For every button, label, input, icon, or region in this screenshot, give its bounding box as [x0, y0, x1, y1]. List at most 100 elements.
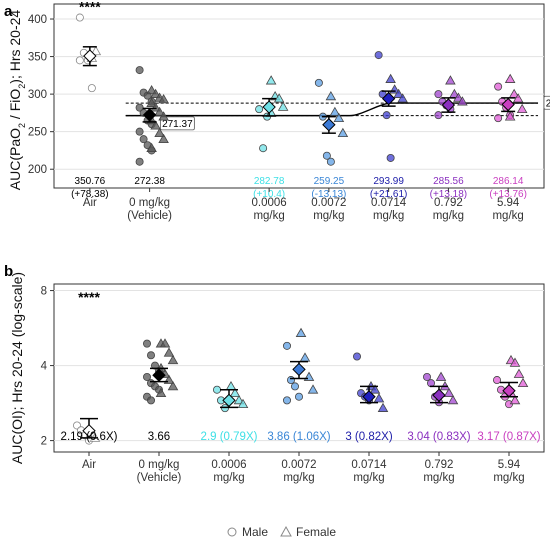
- data-point-female: [167, 354, 179, 365]
- data-point-female: [504, 111, 516, 121]
- data-point-female: [385, 73, 396, 83]
- data-point-female: [295, 327, 307, 337]
- data-point-male: [220, 404, 229, 413]
- data-point-female: [277, 101, 289, 111]
- data-point-male: [75, 13, 84, 22]
- data-point-female: [237, 398, 249, 409]
- x-tick-label: mg/kg: [373, 210, 404, 222]
- significance-stars: ****: [79, 0, 101, 15]
- data-point-male: [290, 382, 299, 391]
- data-point-female: [504, 73, 516, 83]
- data-point-male: [494, 82, 503, 91]
- x-tick-label: 0.0072: [311, 197, 346, 209]
- x-tick-label: mg/kg: [213, 472, 244, 484]
- mean-marker: [322, 118, 336, 132]
- legend-male-marker: [227, 527, 237, 537]
- data-label-value: 2.9 (0.79X): [201, 431, 258, 443]
- mean-marker: [502, 384, 516, 398]
- data-point-female: [393, 88, 404, 98]
- mean-marker: [152, 368, 166, 382]
- legend: Male Female: [227, 525, 336, 539]
- data-label-diff: (+21.61): [370, 189, 408, 200]
- x-tick-label: 0.0714: [351, 459, 387, 471]
- data-point-male: [255, 105, 264, 114]
- x-tick-label: (Vehicle): [137, 472, 182, 484]
- data-label-value: 286.14: [493, 176, 524, 187]
- y-axis-label-part: ); Hrs 20-24: [7, 10, 23, 84]
- data-point-female: [447, 394, 459, 405]
- mean-marker: [432, 388, 446, 402]
- data-point-male: [142, 339, 151, 348]
- data-point-female: [512, 93, 524, 103]
- y-axis-label-part: AUC(PaO: [7, 128, 23, 190]
- data-point-female: [509, 394, 521, 405]
- data-point-female: [229, 387, 241, 398]
- y-tick-label: 400: [28, 14, 47, 26]
- data-point-male: [139, 135, 148, 144]
- y-tick-label: 2: [41, 436, 47, 448]
- data-point-female: [325, 90, 337, 101]
- mean-marker: [381, 91, 396, 106]
- data-point-male: [286, 376, 295, 385]
- fit-label-upper-box: [543, 95, 550, 110]
- data-label-value: 2.19 (0.6X): [61, 431, 118, 443]
- data-point-female: [397, 93, 408, 103]
- data-label-value: 3.66: [148, 431, 170, 443]
- data-point-male: [87, 84, 96, 93]
- panel-a-gridlines: [54, 18, 544, 170]
- mean-marker: [222, 393, 236, 408]
- y-axis-label-part: 2: [17, 84, 27, 89]
- y-tick-label: 350: [28, 52, 47, 64]
- data-point-female: [154, 106, 165, 116]
- data-point-male: [434, 111, 443, 120]
- x-tick-label: 0.792: [425, 459, 454, 471]
- data-point-male: [146, 396, 155, 405]
- data-point-female: [154, 127, 165, 138]
- data-point-male: [282, 341, 291, 350]
- panel-a-plot-area: [53, 3, 545, 189]
- data-point-female: [457, 96, 468, 106]
- data-point-female: [155, 387, 167, 398]
- fit-label-lower: 271.37: [162, 119, 193, 130]
- data-point-female: [158, 93, 169, 104]
- x-tick-label: mg/kg: [283, 472, 314, 484]
- data-point-male: [492, 376, 501, 385]
- data-point-female: [265, 75, 277, 85]
- x-tick-label: 0 mg/kg: [129, 197, 170, 209]
- data-point-female: [159, 338, 171, 348]
- panel-b-letter: b: [4, 263, 13, 280]
- panel-b-data-labels: 2.19 (0.6X) 3.66 2.9 (0.79X) 3.86 (1.06X) 3 …: [61, 289, 541, 443]
- panel-a-data-labels: 350.76 (+78.38) 272.38 282.78 (+10.4) 259.25 (…: [71, 0, 527, 200]
- data-point-male: [146, 351, 155, 360]
- x-tick-label: mg/kg: [423, 472, 454, 484]
- mean-marker: [501, 97, 515, 112]
- data-label-diff: (+13.76): [489, 189, 527, 200]
- data-point-female: [273, 93, 285, 103]
- x-tick-label: 0.0006: [211, 459, 246, 471]
- y-tick-label: 4: [41, 361, 48, 373]
- data-point-male: [494, 114, 503, 123]
- panel-b-y-ticks: 2 4 8: [41, 286, 54, 448]
- data-point-male: [150, 361, 159, 370]
- y-axis-label-part: 2: [17, 123, 27, 128]
- x-tick-label: 5.94: [497, 197, 520, 209]
- y-tick-label: 200: [28, 164, 47, 176]
- data-point-male: [75, 56, 84, 65]
- data-point-female: [513, 368, 525, 378]
- data-point-male: [135, 127, 144, 136]
- data-point-male: [326, 157, 335, 166]
- data-point-male: [259, 144, 268, 153]
- data-point-male: [294, 392, 303, 401]
- y-axis-label-part: / FiO: [7, 89, 23, 123]
- x-tick-label: mg/kg: [493, 472, 524, 484]
- panel-a-letter: a: [4, 3, 13, 20]
- data-point-female: [158, 111, 169, 121]
- data-label-diff: (+10.4): [253, 189, 285, 200]
- data-point-male: [322, 151, 331, 160]
- data-point-female: [333, 112, 345, 123]
- data-point-female: [517, 377, 529, 388]
- data-point-female: [377, 402, 389, 412]
- data-point-male: [314, 78, 323, 87]
- data-point-female: [307, 384, 319, 394]
